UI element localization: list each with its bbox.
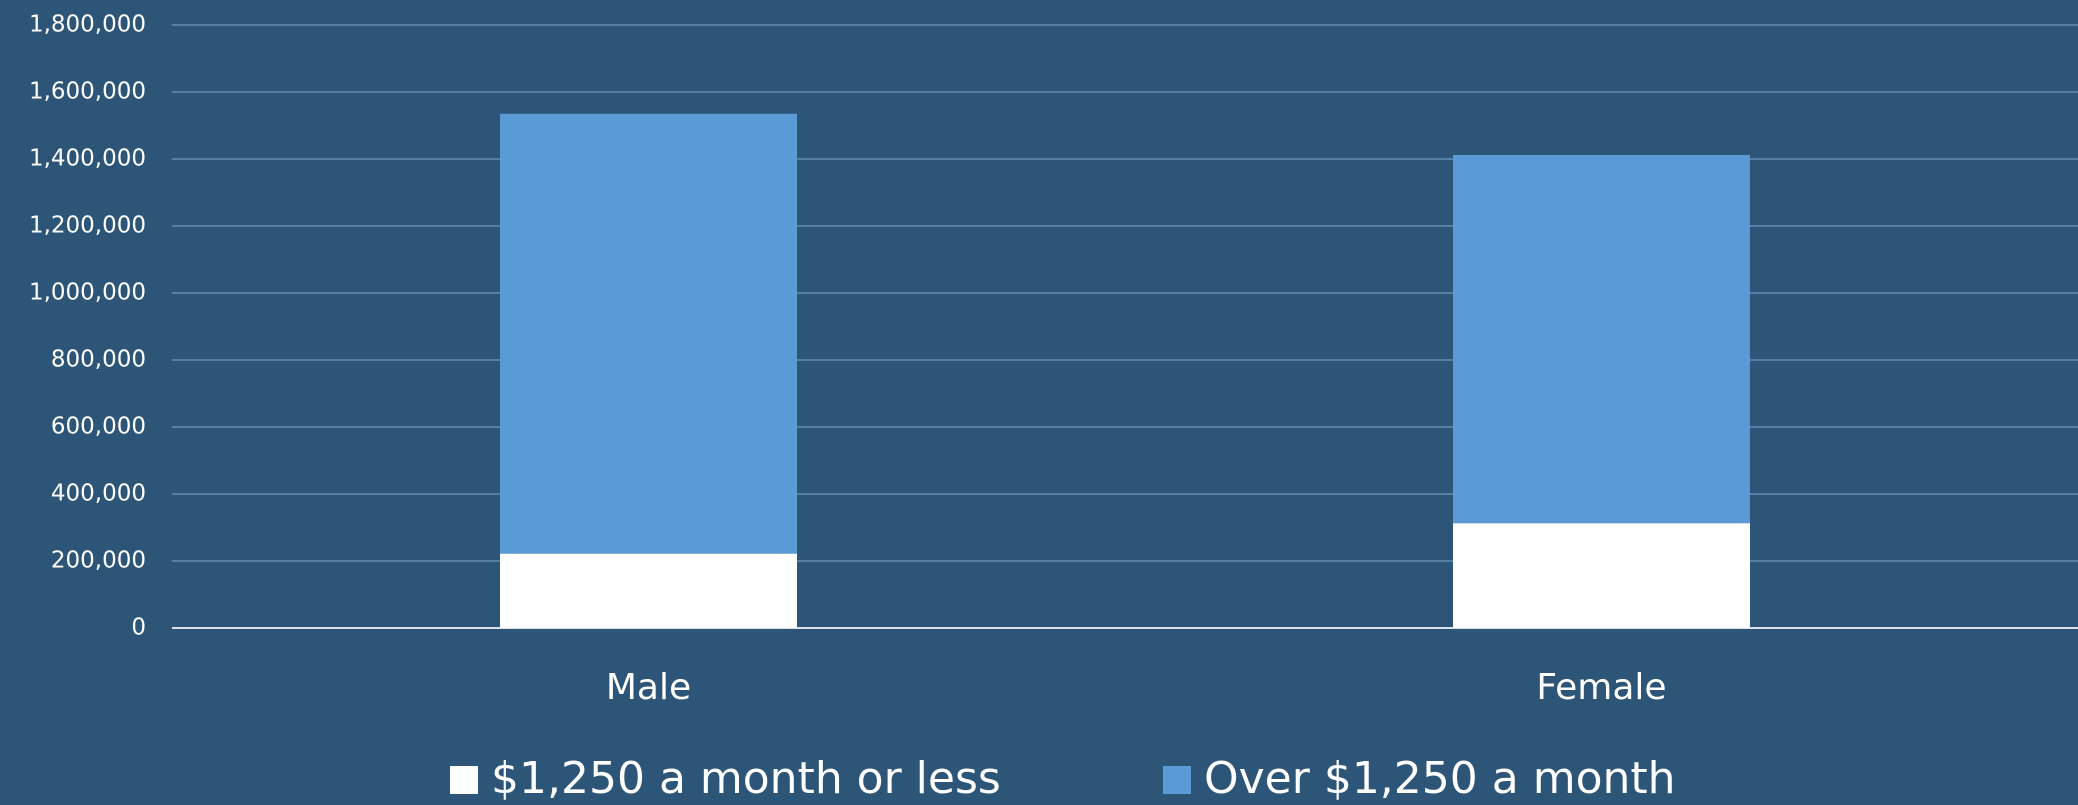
y-tick-label: 800,000 — [51, 347, 146, 373]
bar-segment — [1453, 154, 1750, 524]
y-tick-label: 1,600,000 — [29, 79, 146, 105]
legend-label: $1,250 a month or less — [491, 753, 1001, 804]
bar-segment — [500, 553, 797, 628]
y-tick-label: 1,000,000 — [29, 280, 146, 306]
y-tick-label: 1,400,000 — [29, 146, 146, 172]
x-tick-label: Male — [606, 667, 691, 708]
y-tick-label: 1,200,000 — [29, 213, 146, 239]
y-tick-label: 200,000 — [51, 548, 146, 574]
bar-segment — [500, 113, 797, 554]
bar-segment — [1453, 523, 1750, 628]
y-tick-label: 600,000 — [51, 414, 146, 440]
legend-label: Over $1,250 a month — [1204, 753, 1676, 804]
x-tick-label: Female — [1536, 667, 1666, 708]
legend-swatch — [1163, 766, 1191, 794]
legend-swatch — [450, 766, 478, 794]
y-tick-label: 1,800,000 — [29, 12, 146, 38]
y-tick-label: 400,000 — [51, 481, 146, 507]
y-tick-label: 0 — [131, 615, 146, 641]
